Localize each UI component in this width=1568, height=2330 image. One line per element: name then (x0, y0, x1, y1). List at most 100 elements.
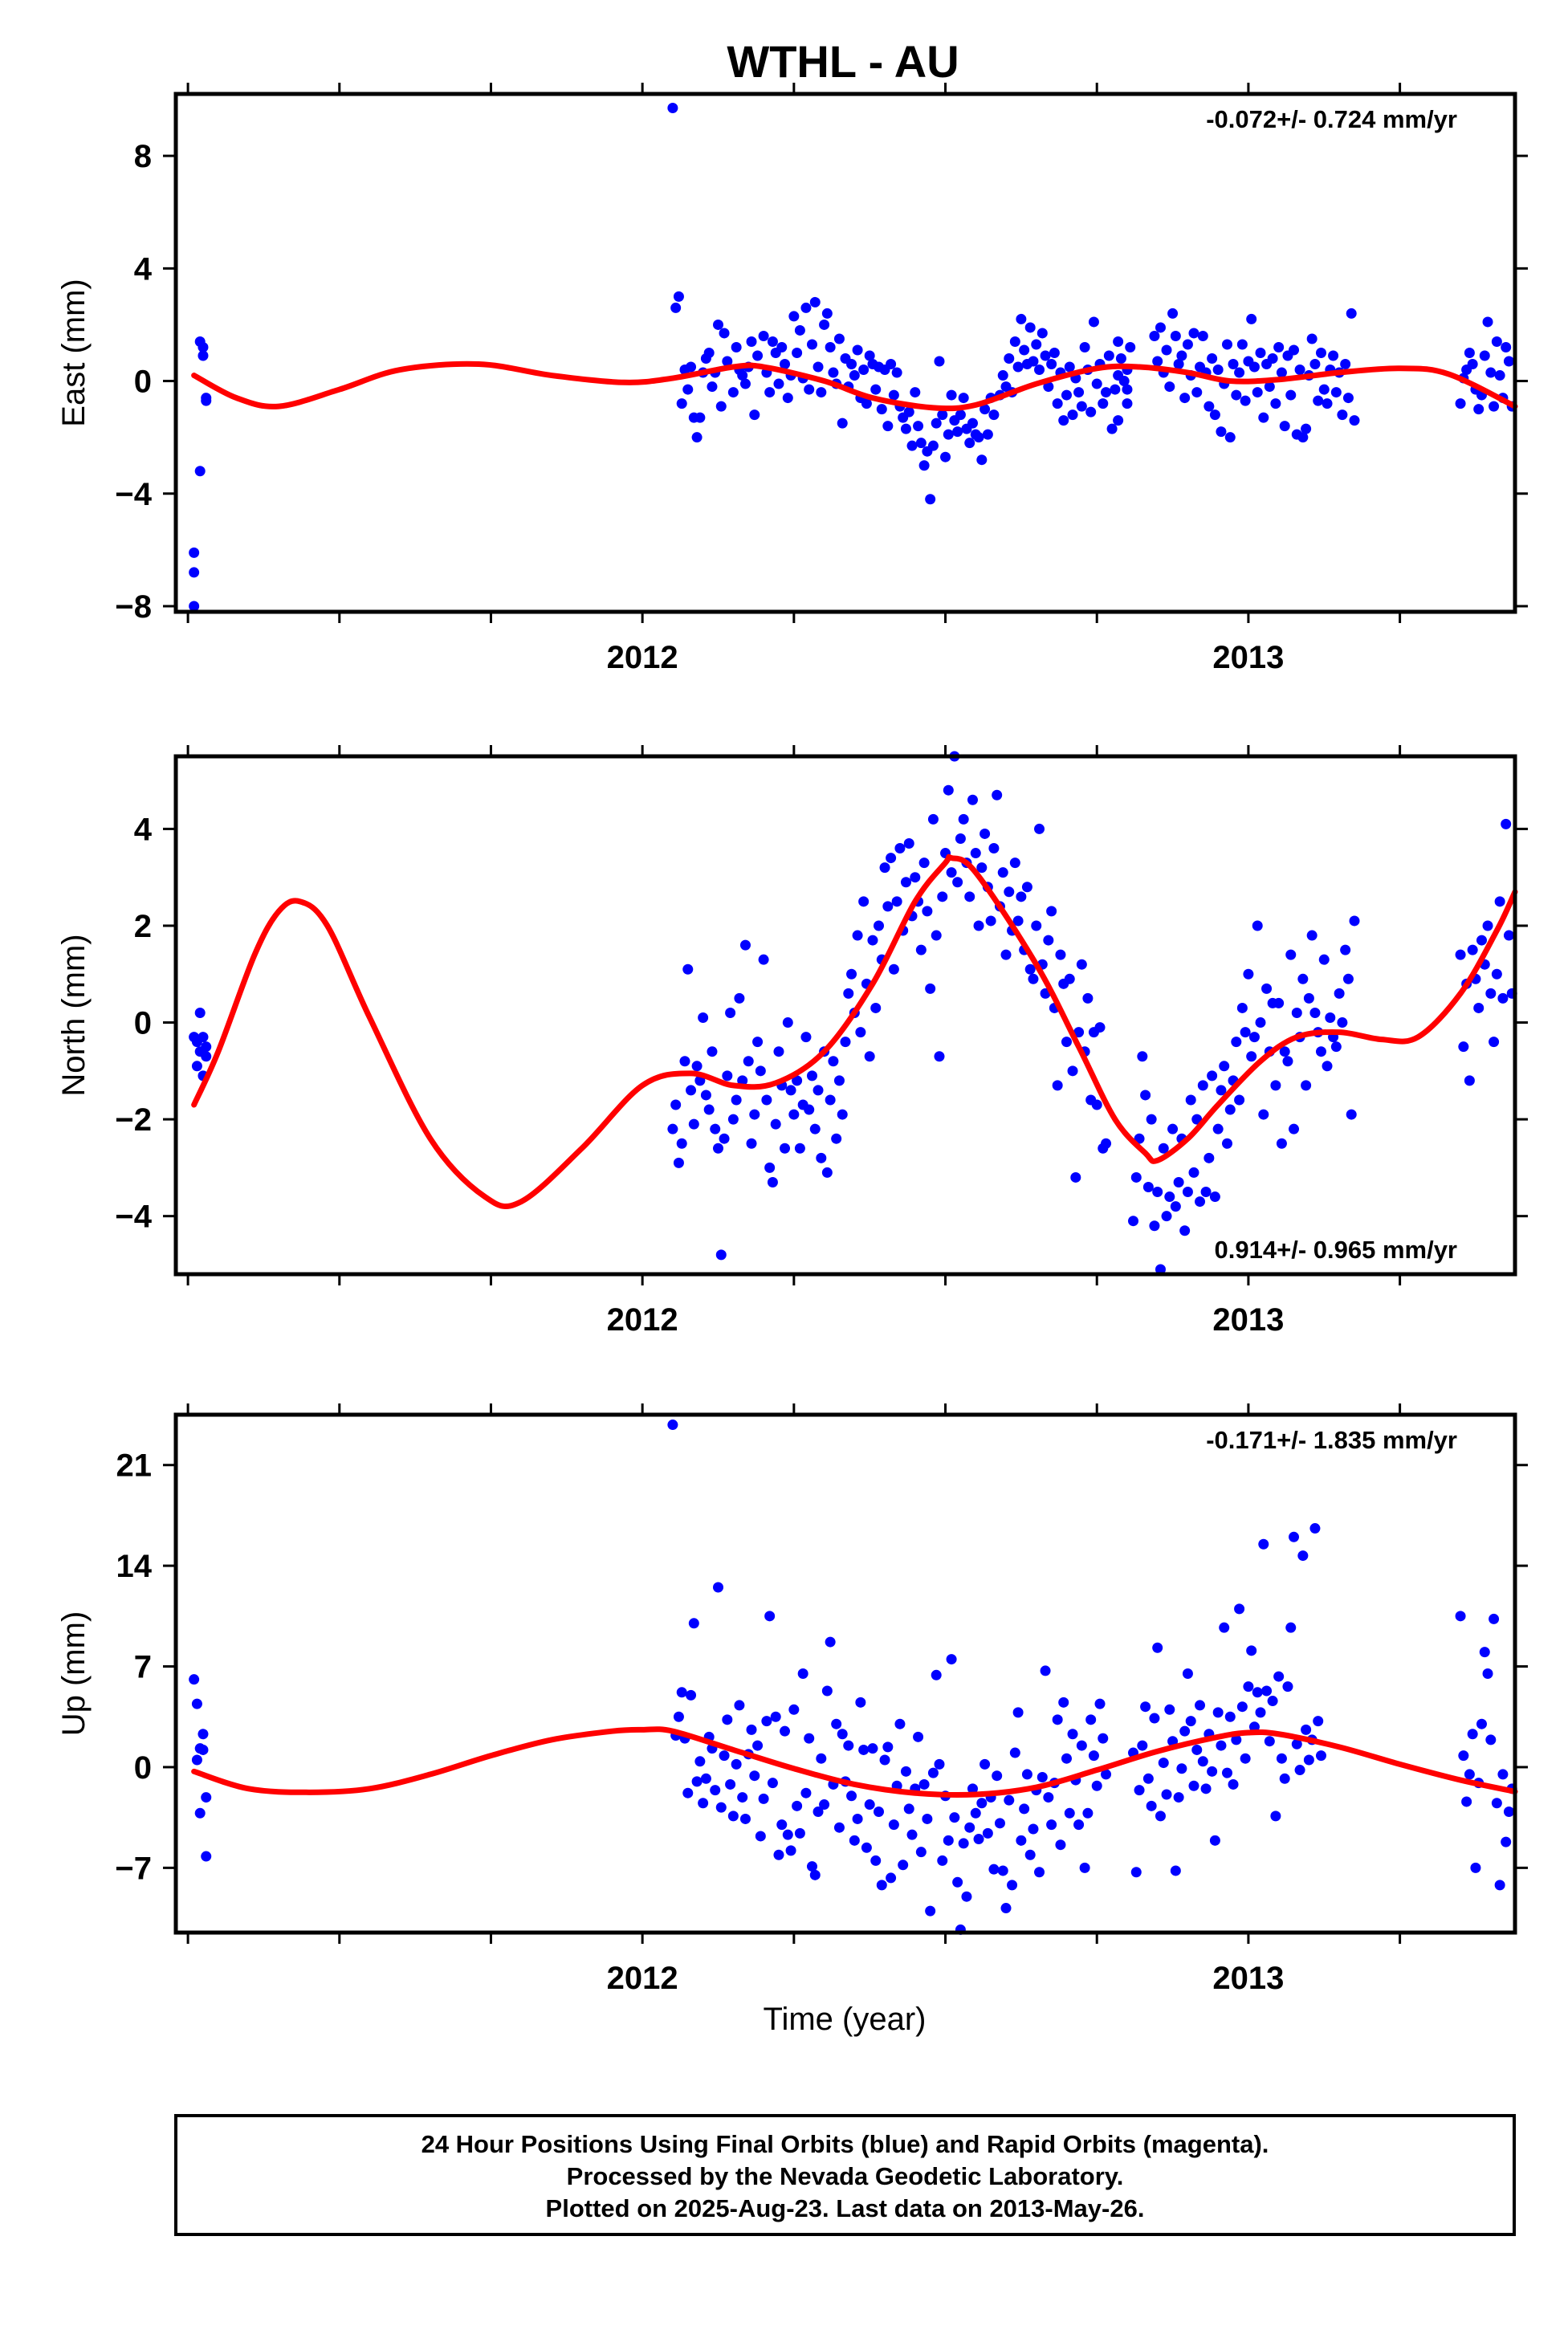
north-data-point (691, 1061, 703, 1072)
east-data-point (682, 384, 694, 395)
up-data-point (1221, 1767, 1232, 1778)
up-data-point (1309, 1523, 1321, 1534)
up-data-point (1043, 1792, 1054, 1803)
east-data-point (828, 367, 839, 378)
north-data-point (1173, 1176, 1184, 1187)
east-data-point (1012, 361, 1024, 373)
east-data-point (1188, 328, 1199, 339)
north-data-point (198, 1032, 209, 1043)
north-data-point (800, 1032, 812, 1043)
north-data-point (700, 1090, 711, 1101)
up-data-point (931, 1669, 942, 1680)
east-data-point (1228, 359, 1239, 370)
up-data-point (1285, 1622, 1297, 1633)
up-data-point (688, 1618, 699, 1629)
north-data-point (1000, 949, 1012, 960)
up-data-point (734, 1700, 745, 1711)
north-data-point (1285, 949, 1297, 960)
north-data-point (1021, 882, 1032, 893)
up-data-point (1216, 1740, 1227, 1751)
east-data-point (792, 348, 803, 358)
north-x-tick-label: 2013 (1212, 1302, 1284, 1338)
north-data-point (752, 1037, 764, 1048)
up-data-point (198, 1729, 209, 1740)
east-data-point (1318, 384, 1330, 395)
north-data-point (676, 1138, 687, 1149)
north-data-point (1082, 992, 1094, 1004)
east-plot-frame (173, 92, 1517, 614)
east-data-point (788, 311, 800, 322)
up-data-point (691, 1776, 703, 1787)
up-data-point (1149, 1713, 1160, 1724)
east-data-point (1037, 328, 1048, 339)
north-data-point (1152, 1187, 1163, 1198)
up-data-point (1009, 1747, 1020, 1758)
east-data-point (1155, 322, 1166, 333)
north-data-point (1473, 1002, 1485, 1013)
up-data-point (934, 1758, 945, 1770)
caption-box: 24 Hour Positions Using Final Orbits (bl… (174, 2114, 1516, 2236)
north-data-point (816, 1152, 827, 1163)
east-data-point (1301, 423, 1312, 434)
north-data-points (189, 751, 1517, 1275)
east-data-point (713, 319, 724, 330)
up-axis-ticks (163, 1403, 1528, 1944)
north-data-point (673, 1157, 684, 1168)
up-data-point (1137, 1740, 1148, 1751)
north-data-point (952, 877, 963, 888)
up-data-point (1152, 1642, 1163, 1653)
up-data-point (1236, 1701, 1248, 1713)
east-data-point (1297, 432, 1309, 443)
east-y-tick-label: −4 (115, 477, 152, 512)
caption-line: Processed by the Nevada Geodetic Laborat… (566, 2162, 1124, 2190)
up-data-point (792, 1800, 803, 1811)
east-data-point (861, 398, 872, 409)
east-data-point (1279, 421, 1290, 432)
east-data-point (194, 466, 206, 477)
north-data-point (1146, 1114, 1157, 1125)
up-data-point (906, 1829, 918, 1840)
east-data-point (1046, 359, 1057, 370)
up-data-point (1037, 1772, 1048, 1782)
up-data-point (888, 1819, 899, 1831)
up-data-point (961, 1891, 972, 1902)
east-data-point (1067, 409, 1078, 421)
up-data-point (982, 1827, 993, 1839)
up-data-point (1188, 1780, 1199, 1791)
east-data-point (1161, 344, 1172, 356)
up-data-point (964, 1822, 975, 1833)
north-data-point (825, 1094, 836, 1106)
up-data-point (713, 1582, 724, 1593)
east-data-point (1110, 384, 1121, 395)
up-data-point (1052, 1714, 1063, 1725)
north-data-point (719, 1133, 730, 1144)
up-data-point (849, 1835, 860, 1846)
up-data-point (898, 1860, 909, 1871)
east-data-point (1113, 336, 1124, 347)
north-data-point (713, 1143, 724, 1154)
north-data-point (1340, 944, 1351, 955)
east-data-point (201, 393, 212, 404)
north-data-point (988, 843, 1000, 854)
x-axis-label: Time (year) (764, 2002, 927, 2037)
up-data-point (1088, 1750, 1099, 1762)
east-data-point (1285, 389, 1297, 401)
north-data-point (1061, 1037, 1072, 1048)
east-data-point (1040, 350, 1051, 361)
east-data-point (1064, 361, 1075, 373)
east-data-point (1322, 398, 1333, 409)
north-data-point (934, 1051, 945, 1062)
east-data-point (752, 350, 764, 361)
east-data-point (727, 387, 739, 398)
north-data-point (1240, 1027, 1251, 1038)
east-data-point (198, 341, 209, 352)
north-data-point (1034, 823, 1045, 834)
up-data-point (737, 1792, 748, 1803)
north-data-point (722, 1070, 733, 1081)
north-data-point (903, 838, 914, 849)
up-data-point (1179, 1725, 1191, 1737)
up-data-point (1219, 1622, 1230, 1633)
up-data-point (1252, 1687, 1263, 1698)
up-data-point (1467, 1729, 1478, 1740)
east-data-point (816, 387, 827, 398)
